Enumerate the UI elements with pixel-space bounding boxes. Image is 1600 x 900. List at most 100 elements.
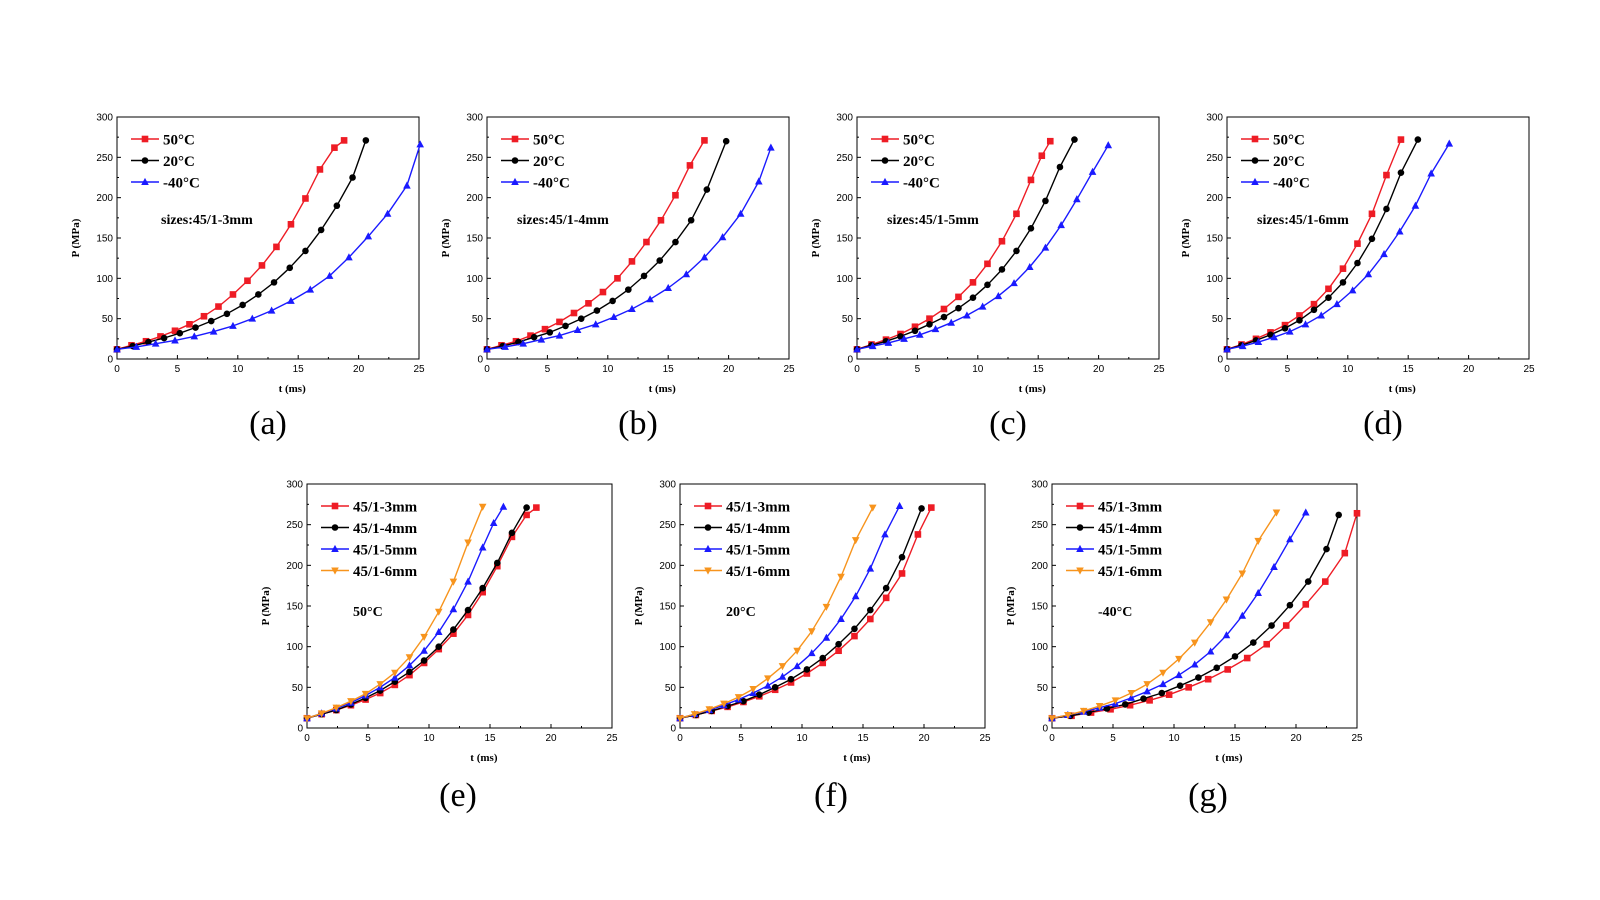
data-point: [171, 327, 179, 335]
data-point: [851, 537, 860, 545]
data-point: [302, 247, 309, 255]
data-point: [614, 275, 621, 282]
legend-marker: [141, 135, 149, 143]
x-tick-label: 0: [304, 733, 310, 744]
legend-label: 45/1-4mm: [1098, 521, 1163, 537]
data-point: [837, 614, 845, 623]
data-point: [435, 643, 443, 650]
data-point: [657, 216, 665, 224]
data-point: [171, 336, 179, 344]
legend-marker: [511, 135, 519, 143]
data-point: [764, 681, 772, 689]
data-point: [835, 647, 842, 655]
x-tick-label: 15: [663, 364, 675, 375]
data-point: [1140, 695, 1147, 703]
x-axis-title: t (ms): [1215, 752, 1243, 764]
chart-annotation: sizes:45/1-6mm: [1257, 213, 1349, 228]
y-tick-label: 300: [286, 480, 303, 491]
series-line: [306, 506, 505, 719]
y-tick-label: 50: [665, 683, 677, 694]
data-point: [523, 504, 530, 511]
legend-label: 45/1-6mm: [1098, 564, 1163, 580]
y-tick-label: 200: [1206, 193, 1223, 204]
data-point: [1013, 210, 1020, 218]
legend-label: 20°C: [533, 154, 565, 170]
legend-label: -40°C: [1273, 176, 1310, 192]
x-tick-label: 0: [1224, 364, 1230, 375]
y-tick-label: 150: [659, 602, 676, 613]
data-point: [1354, 259, 1361, 267]
data-point: [1222, 596, 1231, 604]
data-point: [333, 202, 341, 210]
x-tick-label: 20: [723, 364, 735, 375]
legend-marker: [704, 502, 712, 510]
data-point: [969, 294, 977, 301]
data-point: [533, 504, 540, 511]
data-point: [449, 605, 458, 613]
data-point: [1282, 622, 1290, 629]
y-tick-label: 100: [1031, 642, 1048, 653]
data-point: [391, 673, 399, 681]
y-axis-title: P (MPa): [810, 218, 822, 257]
data-point: [132, 342, 141, 350]
data-point: [1175, 655, 1183, 663]
data-point: [628, 258, 636, 265]
x-axis-title: t (ms): [843, 752, 871, 764]
data-point: [527, 332, 534, 339]
series-line: [856, 139, 1076, 350]
y-tick-label: 250: [1206, 153, 1223, 164]
x-tick-label: 20: [545, 733, 557, 744]
x-tick-label: 15: [293, 364, 305, 375]
data-point: [807, 649, 816, 657]
x-tick-label: 10: [972, 364, 984, 375]
legend-label: 45/1-5mm: [353, 543, 418, 559]
data-point: [519, 339, 528, 347]
data-point: [1353, 509, 1361, 517]
data-point: [1302, 601, 1310, 608]
legend-label: -40°C: [163, 176, 200, 192]
x-tick-label: 5: [915, 364, 921, 375]
data-point: [755, 177, 763, 185]
x-tick-label: 15: [1403, 364, 1415, 375]
legend-marker: [881, 135, 889, 143]
data-point: [672, 238, 679, 246]
data-point: [530, 333, 538, 341]
panel-g: 0 5 10 15 20 25 0 50 100 150 200 250 300 t (ms) P (MPa…: [990, 472, 1370, 772]
data-point: [895, 501, 904, 509]
legend-marker: [1076, 544, 1084, 552]
data-point: [898, 553, 906, 561]
y-tick-label: 100: [466, 274, 483, 285]
y-tick-label: 0: [1042, 724, 1048, 735]
data-point: [835, 640, 842, 648]
y-tick-label: 100: [836, 274, 853, 285]
data-point: [570, 309, 578, 317]
data-point: [349, 174, 356, 181]
data-point: [1190, 660, 1199, 668]
data-point: [1301, 508, 1310, 516]
data-point: [1270, 333, 1278, 341]
y-tick-label: 300: [1206, 113, 1223, 124]
series-line: [306, 507, 528, 719]
data-point: [1213, 664, 1220, 672]
y-tick-label: 200: [1031, 561, 1048, 572]
data-point: [1027, 225, 1035, 232]
data-point: [555, 331, 564, 339]
y-axis-title: P (MPa): [1005, 586, 1017, 625]
legend-marker: [881, 157, 889, 164]
y-tick-label: 200: [286, 561, 303, 572]
y-tick-label: 50: [102, 314, 114, 325]
data-point: [1224, 666, 1231, 673]
data-point: [508, 533, 516, 541]
data-point: [1027, 176, 1035, 184]
legend-label: 45/1-3mm: [1098, 500, 1163, 516]
data-point: [1368, 210, 1376, 218]
panel-b: 0 5 10 15 20 25 0 50 100 150 200 250 300 t (ms) P (MPa…: [425, 105, 795, 405]
data-point: [1204, 675, 1212, 683]
data-point: [1176, 682, 1184, 690]
data-point: [160, 334, 168, 342]
legend-label: 50°C: [903, 133, 935, 149]
data-point: [573, 325, 582, 333]
y-tick-label: 150: [836, 234, 853, 245]
data-point: [1445, 139, 1454, 147]
